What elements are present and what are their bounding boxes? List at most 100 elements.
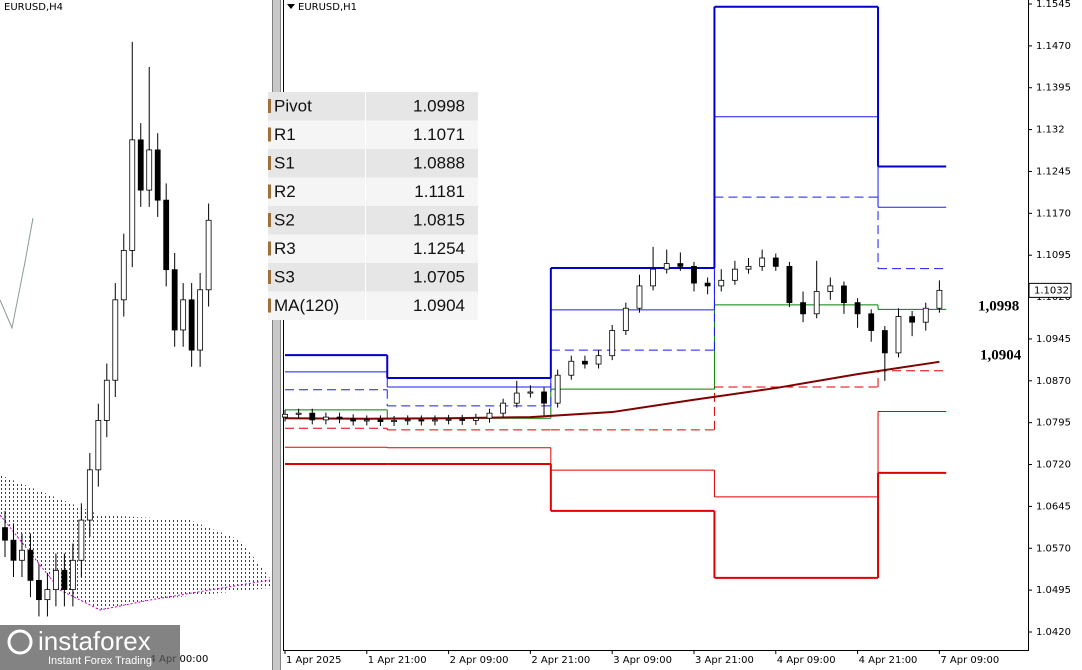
candle-body [377, 419, 384, 422]
row-label: R2 [274, 182, 296, 201]
candle-body [459, 418, 466, 421]
x-tick-label: 3 Apr 09:00 [613, 655, 672, 666]
x-tick-label: 3 Apr 21:00 [695, 655, 754, 666]
candle-body [895, 316, 902, 354]
row-value: 1.0904 [413, 296, 465, 315]
candle-body [188, 299, 195, 351]
x-tick-label: 4 Apr 09:00 [777, 655, 836, 666]
y-tick-label: 1.1170 [1036, 208, 1071, 219]
candle-body [595, 355, 602, 365]
candle-body [432, 419, 438, 422]
table-row [268, 149, 478, 178]
table-row [268, 291, 478, 320]
row-label: MA(120) [274, 296, 339, 315]
candle-body [513, 392, 520, 404]
y-tick-label: 1.0495 [1036, 585, 1071, 596]
candle-body [154, 149, 161, 201]
table-row [268, 206, 478, 235]
candle-body [391, 420, 397, 422]
candle-body [813, 291, 820, 315]
y-tick-label: 1.1245 [1036, 166, 1071, 177]
candle-body [881, 330, 888, 354]
y-tick-label: 1.0420 [1036, 627, 1071, 638]
candle-body [19, 549, 25, 561]
candle-body [36, 579, 42, 601]
indicator-line [0, 217, 34, 330]
candle-body [922, 307, 929, 323]
candle-body [103, 379, 110, 421]
right-chart: EURUSD,H1 1 Apr 2025 1 Apr 21:00 2 Apr 09:0… [282, 0, 1072, 666]
candle-body [759, 257, 766, 267]
candle-body [44, 589, 51, 601]
candle-body [86, 469, 93, 521]
candle-body [786, 265, 793, 304]
y-tick-label: 1.0795 [1036, 418, 1071, 429]
candle-body [10, 539, 17, 561]
candle-body [582, 360, 588, 365]
y-tick-label: 1.0645 [1036, 501, 1071, 512]
x-tick-label: 7 Apr 09:00 [940, 655, 999, 666]
watermark-tagline: Instant Forex Trading [48, 655, 152, 667]
watermark: instaforex Instant Forex Trading [0, 625, 180, 670]
candle-body [568, 360, 575, 376]
candle-body [180, 299, 187, 331]
candle-body [745, 265, 752, 270]
watermark-brand: instaforex [38, 626, 151, 656]
table-row [268, 120, 478, 149]
candle-body [78, 519, 85, 561]
candle-body [282, 413, 288, 418]
candle-body [541, 391, 547, 404]
y-tick-label: 1.0870 [1036, 376, 1071, 387]
row-value: 1.1181 [414, 182, 465, 201]
row-label: S1 [274, 154, 295, 173]
y-tick-label: 1.0720 [1036, 460, 1071, 471]
watermark-logo [7, 629, 33, 655]
candle-body [936, 289, 943, 309]
panel-splitter [272, 0, 281, 670]
level-annotation: 1,0998 [978, 298, 1019, 314]
candle-body [677, 263, 684, 267]
candle-body [95, 420, 102, 471]
candle-body [163, 199, 170, 271]
dropdown-arrow [287, 4, 295, 9]
candle-body [636, 285, 643, 309]
row-label: R3 [274, 239, 296, 258]
candle-body [841, 285, 847, 304]
candle-body [295, 412, 302, 415]
candle-body [129, 139, 136, 251]
candle-body [650, 268, 656, 287]
x-tick-label: 1 Apr 2025 [286, 655, 341, 666]
candle-body [61, 569, 68, 591]
row-value: 1.1071 [413, 125, 465, 144]
row-marker [268, 99, 271, 113]
row-marker [268, 127, 271, 142]
candle-body [27, 549, 34, 581]
table-row [268, 177, 478, 206]
candle-body [197, 289, 204, 351]
candle-body [663, 263, 670, 270]
row-value: 1.0888 [413, 154, 465, 173]
candle-body [691, 265, 697, 284]
candle-body [527, 391, 534, 394]
candle-body [718, 279, 725, 287]
x-tick-label: 1 Apr 21:00 [368, 655, 427, 666]
y-tick-label: 1.1470 [1036, 41, 1071, 52]
candle-body [554, 374, 561, 404]
y-tick-label: 1.0945 [1036, 334, 1071, 345]
candle-body [146, 149, 153, 191]
candle-body [622, 307, 629, 331]
x-tick-label: 4 Apr 21:00 [859, 655, 918, 666]
table-row [268, 234, 478, 263]
pivot-table: Pivot 1.0998 R1 1.1071 S1 1.0888 R2 1.1181 S2 1.0… [268, 92, 478, 320]
candle-body [205, 219, 212, 291]
candle-body [363, 419, 370, 422]
candle-body [800, 302, 806, 315]
row-value: 1.1254 [413, 239, 465, 258]
y-tick-label: 1.1095 [1036, 250, 1071, 261]
price-box [1028, 282, 1072, 298]
candle-body [909, 316, 916, 323]
candle-body [486, 412, 493, 419]
candle-body [171, 269, 178, 331]
row-value: 1.0705 [413, 268, 465, 287]
